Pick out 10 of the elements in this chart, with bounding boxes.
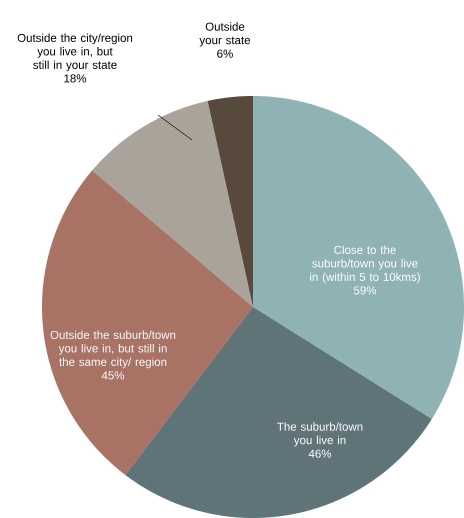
data-label: 6% [217, 50, 233, 58]
data-label: 46% [308, 450, 332, 458]
slice-label: Outside the city/region you live in, but still in your state [18, 34, 132, 72]
data-label: 59% [354, 286, 376, 294]
slice-label: Outside the suburb/town you live in, but still in the same city/ region [50, 330, 176, 368]
slice-label: Close to the suburb/town you live in (within 5 to 10kms) [310, 246, 420, 284]
data-label: 45% [102, 371, 124, 380]
slice-label: Outside your state [199, 22, 250, 46]
data-label: 18% [64, 74, 86, 82]
slice-label: The suburb/town you live in [277, 422, 362, 446]
